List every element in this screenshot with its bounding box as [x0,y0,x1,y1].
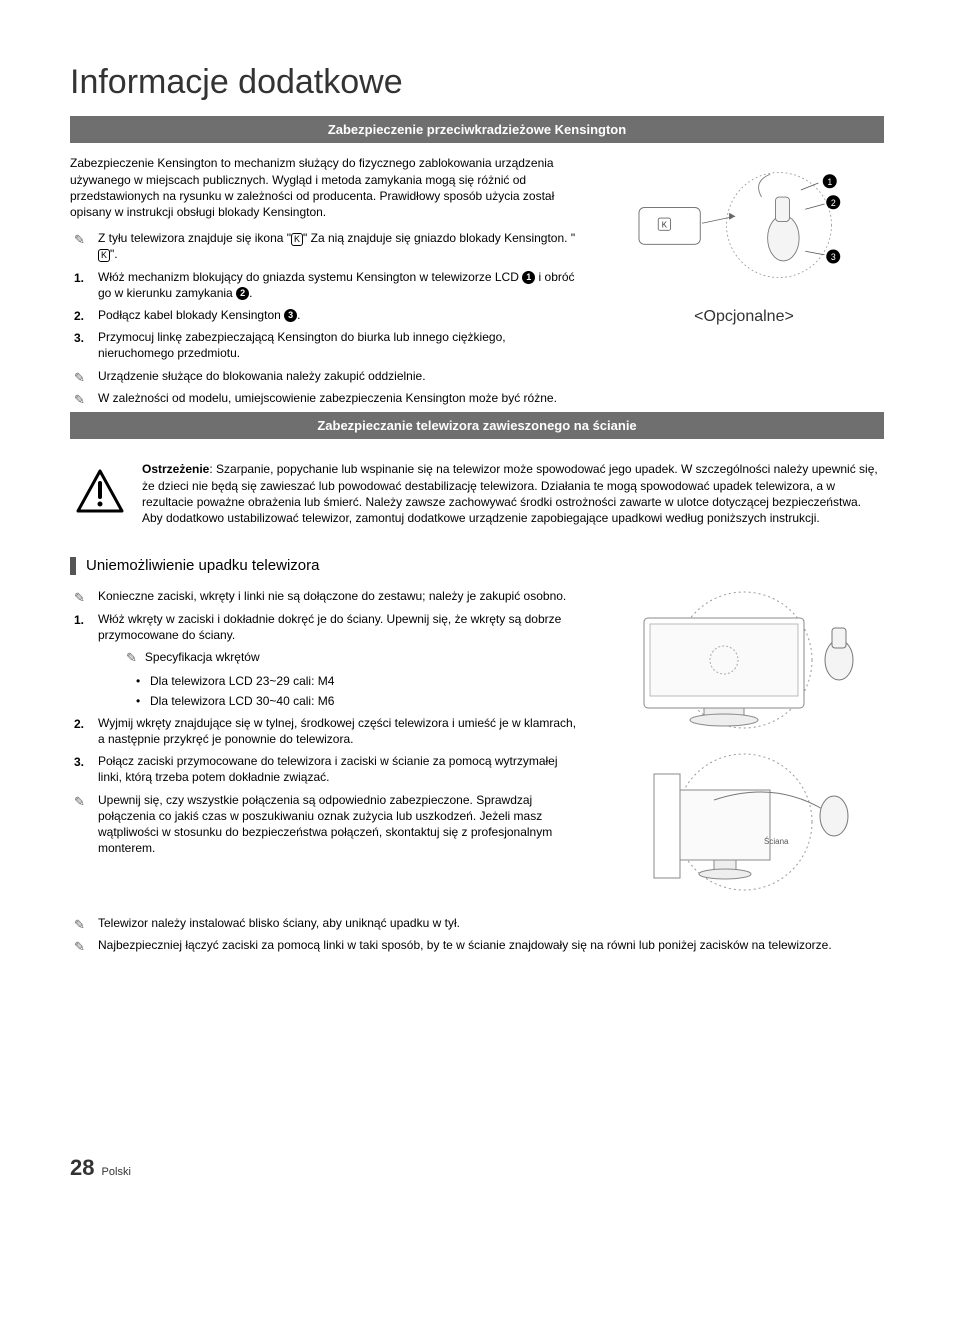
spec-item-2: Dla telewizora LCD 30~40 cali: M6 [134,693,584,709]
step2-text-a: Podłącz kabel blokady Kensington [98,308,284,322]
accent-bar-icon [70,557,76,575]
wall-mount-diagram-1 [614,588,874,733]
step-number: 1. [74,612,84,628]
callout-2-icon: 2 [236,287,249,300]
warning-paragraph: Ostrzeżenie: Szarpanie, popychanie lub w… [142,461,880,526]
page-title: Informacje dodatkowe [70,60,884,106]
note-icon: ✎ [74,369,85,387]
kensington-diagram: K 1 2 3 [614,155,874,295]
section2-header: Zabezpieczanie telewizora zawieszonego n… [70,412,884,440]
footer-language: Polski [102,1166,131,1178]
section1-note2: ✎ Urządzenie służące do blokowania należ… [70,368,584,384]
section2-notes-mid: ✎ Upewnij się, czy wszystkie połączenia … [70,792,584,857]
wall-label: Ściana [764,837,789,846]
warning-label: Ostrzeżenie [142,462,209,476]
section1-step2: 2. Podłącz kabel blokady Kensington 3. [70,307,584,323]
note1-text-b: " Za nią znajduje się gniazdo blokady Ke… [303,231,575,245]
s2-note3-text: Telewizor należy instalować blisko ścian… [98,916,460,930]
note-icon: ✎ [126,649,137,667]
section2-step2: 2. Wyjmij wkręty znajdujące się w tylnej… [70,715,584,747]
step-number: 1. [74,270,84,286]
svg-text:3: 3 [831,252,836,262]
svg-text:K: K [662,221,668,230]
section2-figures: Ściana [604,588,884,910]
section1-note1: ✎ Z tyłu telewizora znajduje się ikona "… [70,230,584,262]
step-number: 2. [74,716,84,732]
section1-notes-top: ✎ Z tyłu telewizora znajduje się ikona "… [70,230,584,262]
note1-text-a: Z tyłu telewizora znajduje się ikona " [98,231,291,245]
section1-body: Zabezpieczenie Kensington to mechanizm s… [70,155,884,411]
section1-notes-bottom: ✎ Urządzenie służące do blokowania należ… [70,368,584,406]
warning-box: Ostrzeżenie: Szarpanie, popychanie lub w… [70,451,884,542]
note1-text-c: ". [110,247,118,261]
step1-text-a: Włóż mechanizm blokujący do gniazda syst… [98,270,522,284]
section2-step3: 3. Połącz zaciski przymocowane do telewi… [70,753,584,785]
note-icon: ✎ [74,916,85,934]
s2-step3-text: Połącz zaciski przymocowane do telewizor… [98,754,558,784]
kensington-icon: K [291,233,303,246]
section1-header: Zabezpieczenie przeciwkradzieżowe Kensin… [70,116,884,144]
section2-step1: 1. Włóż wkręty w zaciski i dokładnie dok… [70,611,584,709]
figure-caption: <Opcjonalne> [604,306,884,328]
wall-mount-diagram-2: Ściana [614,750,874,895]
subsection-header: Uniemożliwienie upadku telewizora [70,556,884,576]
section1-steps: 1. Włóż mechanizm blokujący do gniazda s… [70,269,584,362]
callout-3-icon: 3 [284,309,297,322]
section1-step3: 3. Przymocuj linkę zabezpieczającą Kensi… [70,329,584,361]
screw-spec-note: ✎ Specyfikacja wkrętów [126,649,584,667]
step3-text: Przymocuj linkę zabezpieczającą Kensingt… [98,330,506,360]
s2-note2-text: Upewnij się, czy wszystkie połączenia są… [98,793,552,856]
page-footer: 28 Polski [70,1153,884,1183]
subsection-title: Uniemożliwienie upadku telewizora [86,556,319,576]
step-number: 3. [74,330,84,346]
note2-text: Urządzenie służące do blokowania należy … [98,369,426,383]
kensington-icon: K [98,249,110,262]
step1-text-c: . [249,286,252,300]
svg-text:2: 2 [831,198,836,208]
section1-text-column: Zabezpieczenie Kensington to mechanizm s… [70,155,584,411]
s2-note4-text: Najbezpieczniej łączyć zaciski za pomocą… [98,938,832,952]
spec-item-1: Dla telewizora LCD 23~29 cali: M4 [134,673,584,689]
note-icon: ✎ [74,589,85,607]
section1-step1: 1. Włóż mechanizm blokujący do gniazda s… [70,269,584,301]
warning-text: : Szarpanie, popychanie lub wspinanie si… [142,462,878,525]
page-number: 28 [70,1155,94,1180]
svg-text:1: 1 [827,177,832,187]
section2-note4: ✎ Najbezpieczniej łączyć zaciski za pomo… [70,937,884,953]
warning-triangle-icon [74,467,126,515]
section2-note1: ✎ Konieczne zaciski, wkręty i linki nie … [70,588,584,604]
s2-note1-text: Konieczne zaciski, wkręty i linki nie są… [98,589,566,603]
step-number: 3. [74,754,84,770]
spec-label: Specyfikacja wkrętów [145,649,260,665]
step2-text-b: . [297,308,300,322]
s2-step1-text: Włóż wkręty w zaciski i dokładnie dokręć… [98,612,561,642]
callout-1-icon: 1 [522,271,535,284]
section2-note3: ✎ Telewizor należy instalować blisko ści… [70,915,884,931]
section2-text-column: ✎ Konieczne zaciski, wkręty i linki nie … [70,588,584,910]
note-icon: ✎ [74,938,85,956]
section1-note3: ✎ W zależności od modelu, umiejscowienie… [70,390,584,406]
note-icon: ✎ [74,391,85,409]
note-icon: ✎ [74,231,85,249]
section2-notes-bottom: ✎ Telewizor należy instalować blisko ści… [70,915,884,953]
note3-text: W zależności od modelu, umiejscowienie z… [98,391,557,405]
screw-spec-list: Dla telewizora LCD 23~29 cali: M4 Dla te… [134,673,584,709]
section1-figure: K 1 2 3 <Opcjonalne> [604,155,884,411]
section2-body: ✎ Konieczne zaciski, wkręty i linki nie … [70,588,884,910]
step-number: 2. [74,308,84,324]
s2-step2-text: Wyjmij wkręty znajdujące się w tylnej, ś… [98,716,576,746]
section1-intro: Zabezpieczenie Kensington to mechanizm s… [70,155,584,220]
note-icon: ✎ [74,793,85,811]
section2-note-top: ✎ Konieczne zaciski, wkręty i linki nie … [70,588,584,604]
section2-note2: ✎ Upewnij się, czy wszystkie połączenia … [70,792,584,857]
section2-steps: 1. Włóż wkręty w zaciski i dokładnie dok… [70,611,584,786]
